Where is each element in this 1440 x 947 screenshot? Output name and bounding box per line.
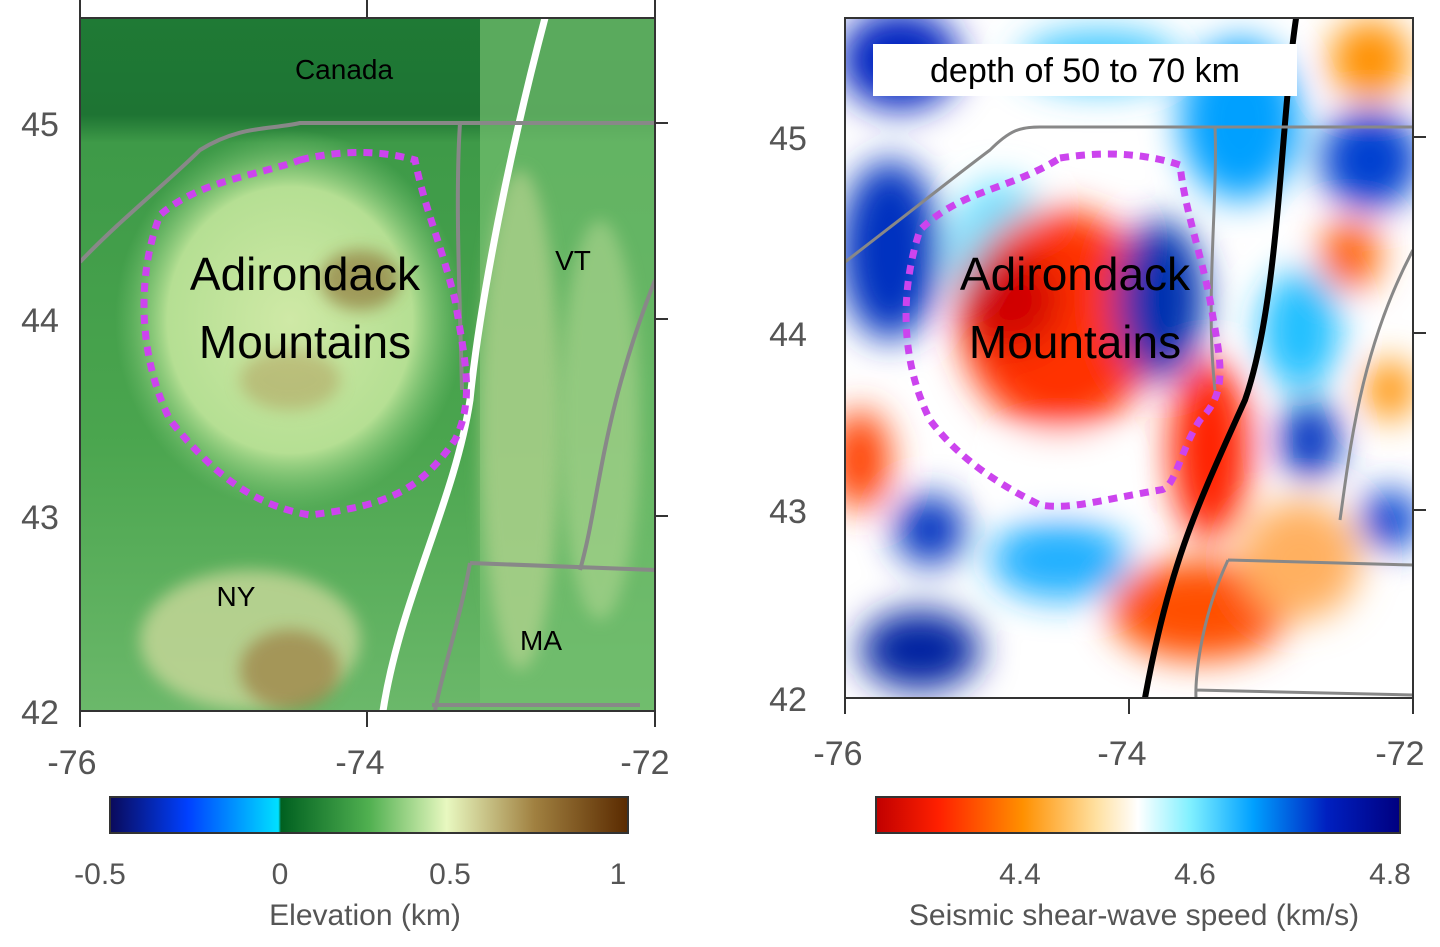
- depth-label: depth of 50 to 70 km: [930, 52, 1240, 90]
- x-tick: -72: [1375, 735, 1424, 773]
- y-tick: 42: [21, 694, 59, 732]
- y-tick: 45: [21, 106, 59, 144]
- feature-label-line2: Mountains: [199, 316, 411, 368]
- boundary-line: [1142, 18, 1300, 698]
- feature-label-line1: Adirondack: [960, 248, 1191, 300]
- x-tick: -74: [1097, 735, 1146, 773]
- colorbar-tick: 4.8: [1369, 858, 1411, 891]
- seismic-map: [845, 18, 1413, 698]
- seismic-map-panel: depth of 50 to 70 km Adirondack Mountain…: [769, 17, 1426, 932]
- x-tick: -76: [47, 744, 96, 782]
- label-ny: NY: [217, 581, 256, 612]
- colorbar-tick: 0.5: [429, 858, 471, 891]
- y-tick: 42: [769, 681, 807, 719]
- colorbar-tick: -0.5: [74, 858, 126, 891]
- seismic-colorbar: 4.4 4.6 4.8 Seismic shear-wave speed (km…: [875, 796, 1411, 932]
- state-borders: [80, 121, 655, 711]
- feature-label-line1: Adirondack: [190, 248, 421, 300]
- y-tick: 44: [21, 302, 59, 340]
- colorbar-label: Elevation (km): [269, 899, 461, 932]
- colorbar-tick: 4.6: [1174, 858, 1216, 891]
- y-tick: 45: [769, 120, 807, 158]
- colorbar-tick: 1: [610, 858, 627, 891]
- label-vt: VT: [555, 245, 591, 276]
- boundary-line: [379, 18, 549, 711]
- state-borders: [845, 125, 1413, 698]
- adirondack-outline: [902, 150, 1224, 510]
- y-tick: 44: [769, 316, 807, 354]
- label-ma: MA: [520, 625, 562, 656]
- depth-label-box: [873, 44, 1297, 96]
- elevation-colorbar: -0.5 0 0.5 1 Elevation (km): [74, 796, 629, 932]
- colorbar-tick: 4.4: [999, 858, 1041, 891]
- feature-label-line2: Mountains: [969, 316, 1181, 368]
- x-tick: -76: [813, 735, 862, 773]
- colorbar-label: Seismic shear-wave speed (km/s): [909, 899, 1359, 932]
- colorbar-tick: 0: [272, 858, 289, 891]
- x-tick: -74: [335, 744, 384, 782]
- y-tick: 43: [21, 499, 59, 537]
- x-tick: -72: [620, 744, 669, 782]
- elevation-map: [80, 18, 655, 711]
- y-tick: 43: [769, 493, 807, 531]
- label-canada: Canada: [295, 54, 394, 85]
- adirondack-outline: [140, 149, 470, 519]
- elevation-map-panel: Canada VT NY MA Adirondack Mountains 45 …: [21, 0, 670, 932]
